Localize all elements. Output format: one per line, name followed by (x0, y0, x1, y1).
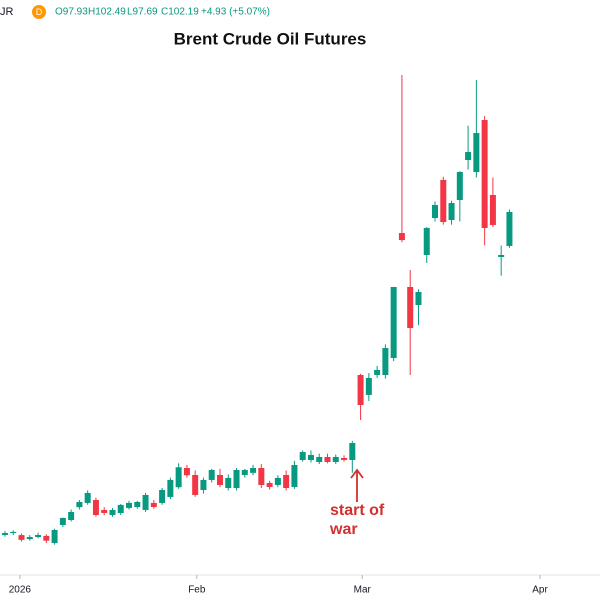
candle-body (473, 133, 480, 172)
candle-body (101, 509, 108, 513)
candle-body (332, 456, 339, 462)
candle-body (1, 533, 8, 536)
ohlc-low: L97.69 (127, 7, 158, 18)
candle-body (250, 467, 257, 473)
ohlc-high: H102.49 (88, 7, 126, 18)
candle-body (208, 469, 215, 480)
x-tick-label: Feb (188, 585, 206, 596)
candle-body (299, 452, 306, 460)
candle-body (84, 492, 91, 503)
annotation: start of (330, 502, 385, 519)
candle-body (448, 203, 455, 221)
candle-body (307, 454, 314, 460)
symbol: JR (0, 6, 14, 18)
candle-body (357, 375, 364, 406)
interval: D (36, 7, 43, 17)
candle-body (481, 120, 488, 229)
annotation-arrow (350, 468, 364, 502)
candle-body (374, 369, 381, 376)
candle-body (10, 531, 17, 534)
candle-body (489, 194, 496, 225)
candle-body (316, 456, 323, 462)
candle-body (283, 475, 290, 489)
candle-body (183, 467, 190, 476)
candle-body (216, 475, 223, 485)
candle-body (43, 535, 50, 541)
candle-body (175, 467, 182, 488)
ohlc-close: C102.19 (161, 7, 199, 18)
candle-body (432, 205, 439, 219)
x-tick-label: Apr (532, 585, 548, 596)
candle-body (225, 477, 232, 489)
candle-body (398, 233, 405, 241)
candle-body (68, 511, 75, 521)
candle-body (506, 211, 513, 246)
candle-body (390, 286, 397, 359)
candle-body (423, 228, 430, 255)
candle-body (126, 502, 133, 508)
candle-body (150, 502, 157, 508)
candle-body (291, 465, 298, 487)
candle-body (407, 286, 414, 329)
candle-body (349, 443, 356, 460)
candle-body (26, 537, 33, 540)
candle-body (18, 535, 25, 540)
candle-body (233, 469, 240, 489)
candle-body (324, 456, 331, 462)
ohlc-change: +4.93 (+5.07%) (201, 7, 270, 18)
candle-body (59, 518, 66, 525)
ohlc-open: O97.93 (55, 7, 88, 18)
candle-body (92, 499, 99, 515)
candle-body (159, 490, 166, 503)
candle-body (200, 479, 207, 491)
candle-body (440, 179, 447, 223)
candle-body (167, 479, 174, 497)
candle-body (465, 152, 472, 161)
x-tick-label: Mar (354, 585, 372, 596)
candle-body (258, 467, 265, 485)
candle-body (76, 501, 83, 508)
candle-body (274, 477, 281, 485)
candle-body (266, 482, 273, 487)
candle-body (109, 509, 116, 515)
candle-body (134, 501, 141, 508)
candle-body (117, 504, 124, 513)
chart-title: Brent Crude Oil Futures (174, 29, 367, 48)
candle-body (51, 529, 58, 543)
interval-badge (32, 5, 46, 19)
candle-body (241, 469, 248, 476)
candle-body (365, 377, 372, 395)
candle-body (341, 458, 348, 460)
candle-body (498, 254, 505, 257)
x-tick-label: 2026 (9, 585, 32, 596)
candle-body (456, 171, 463, 200)
annotation: war (329, 521, 358, 538)
candle-body (35, 535, 42, 538)
candle-body (192, 475, 199, 495)
candle-body (415, 292, 422, 306)
candle-body (142, 494, 149, 510)
candle-body (382, 348, 389, 376)
